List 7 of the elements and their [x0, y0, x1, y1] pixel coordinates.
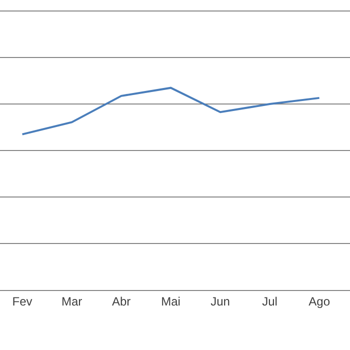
x-tick-label: Jun: [210, 294, 230, 308]
x-tick-label: Abr: [112, 294, 131, 308]
x-tick-label: Mar: [61, 294, 82, 308]
x-tick-label: Jul: [262, 294, 278, 308]
x-tick-label: Mai: [161, 294, 180, 308]
x-tick-label: Ago: [308, 294, 330, 308]
x-tick-label: Fev: [12, 294, 32, 308]
